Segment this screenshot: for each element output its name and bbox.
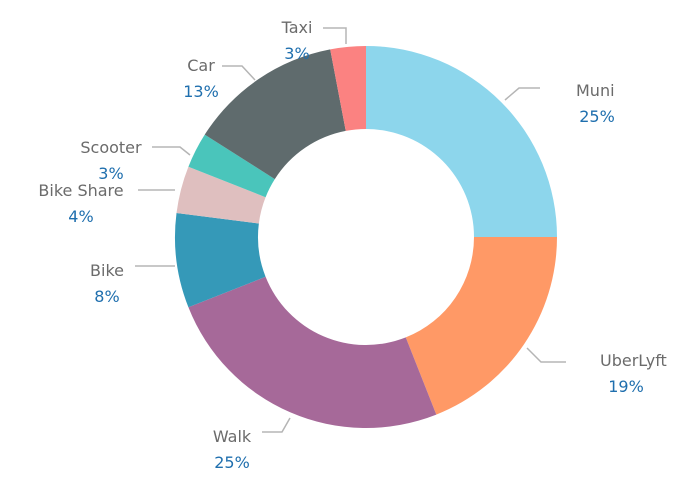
slice-muni[interactable] bbox=[366, 46, 557, 237]
slice-name-label: Taxi bbox=[281, 18, 313, 37]
slice-name-label: Bike Share bbox=[38, 181, 123, 200]
slice-name-label: Scooter bbox=[80, 138, 142, 157]
leader-line-walk bbox=[262, 417, 291, 433]
slice-name-label: Muni bbox=[576, 81, 615, 100]
slice-percent-label: 25% bbox=[579, 107, 615, 126]
leader-line-uberlyft bbox=[526, 347, 566, 363]
leader-line-scooter bbox=[152, 146, 191, 156]
slice-percent-label: 4% bbox=[68, 207, 93, 226]
slice-name-label: Bike bbox=[90, 261, 124, 280]
donut-slices bbox=[175, 46, 557, 428]
slice-taxi[interactable] bbox=[330, 46, 366, 131]
slice-bike-share[interactable] bbox=[176, 166, 266, 224]
slice-percent-label: 3% bbox=[284, 44, 309, 63]
slice-percent-label: 25% bbox=[214, 453, 250, 472]
slice-labels: Muni 25% UberLyft 19% Walk 25% Bike 8% Bike Shar… bbox=[38, 18, 666, 472]
slice-percent-label: 8% bbox=[94, 287, 119, 306]
slice-percent-label: 19% bbox=[608, 377, 644, 396]
slice-walk[interactable] bbox=[188, 276, 437, 428]
leader-line-car bbox=[222, 65, 256, 81]
slice-percent-label: 13% bbox=[183, 82, 219, 101]
leader-line-muni bbox=[504, 87, 540, 101]
slice-bike[interactable] bbox=[175, 213, 266, 308]
slice-scooter[interactable] bbox=[188, 134, 275, 198]
leader-line-taxi bbox=[323, 27, 347, 44]
leader-lines bbox=[135, 27, 566, 433]
slice-name-label: UberLyft bbox=[600, 351, 667, 370]
slice-uberlyft[interactable] bbox=[405, 237, 557, 415]
slice-name-label: Car bbox=[187, 56, 215, 75]
slice-car[interactable] bbox=[204, 49, 346, 180]
slice-percent-label: 3% bbox=[98, 164, 123, 183]
slice-name-label: Walk bbox=[213, 427, 252, 446]
